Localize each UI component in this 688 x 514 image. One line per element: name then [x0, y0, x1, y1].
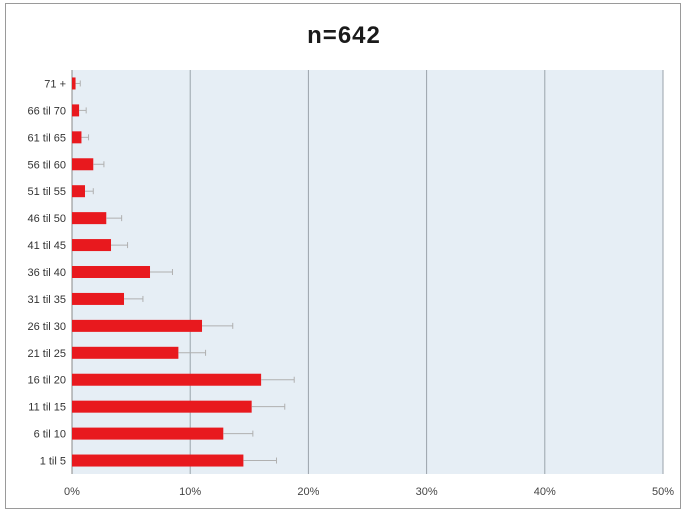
category-label: 56 til 60: [27, 159, 66, 171]
category-label: 61 til 65: [27, 132, 66, 144]
bar: [72, 77, 76, 90]
category-label: 1 til 5: [40, 456, 66, 468]
x-tick-label: 50%: [652, 486, 674, 498]
x-tick-label: 40%: [534, 486, 556, 498]
category-label: 36 til 40: [27, 267, 66, 279]
bar: [72, 427, 224, 440]
category-label: 66 til 70: [27, 105, 66, 117]
bar: [72, 104, 80, 117]
bar: [72, 185, 86, 198]
bar: [72, 346, 179, 359]
chart-title: n=642: [307, 22, 381, 49]
category-label: 46 til 50: [27, 213, 66, 225]
x-tick-label: 30%: [416, 486, 438, 498]
bar: [72, 400, 252, 413]
category-label: 11 til 15: [28, 402, 66, 414]
category-label: 51 til 55: [27, 186, 66, 198]
bar: [72, 239, 112, 252]
bar: [72, 454, 244, 467]
x-tick-label: 10%: [179, 486, 201, 498]
category-label: 71 +: [44, 78, 66, 90]
bar: [72, 266, 151, 278]
bar: [72, 319, 203, 332]
x-tick-labels: 0% 10% 20% 30% 40% 50%: [64, 486, 674, 498]
bar: [72, 212, 107, 225]
category-label: 31 til 35: [27, 294, 66, 306]
category-labels: 71 + 66 til 70 61 til 65 56 til 60 51 til 55…: [27, 78, 66, 467]
category-label: 26 til 30: [27, 321, 66, 333]
error-bars: [75, 80, 295, 464]
x-tick-label: 20%: [297, 486, 319, 498]
category-label: 6 til 10: [34, 429, 66, 441]
x-tick-label: 0%: [64, 486, 80, 498]
bar: [72, 158, 94, 171]
bar: [72, 131, 82, 144]
bar: [72, 292, 125, 305]
category-label: 16 til 20: [27, 375, 66, 387]
category-label: 21 til 25: [27, 348, 66, 360]
bars: [72, 77, 262, 467]
bar: [72, 373, 262, 386]
category-label: 41 til 45: [27, 240, 66, 252]
